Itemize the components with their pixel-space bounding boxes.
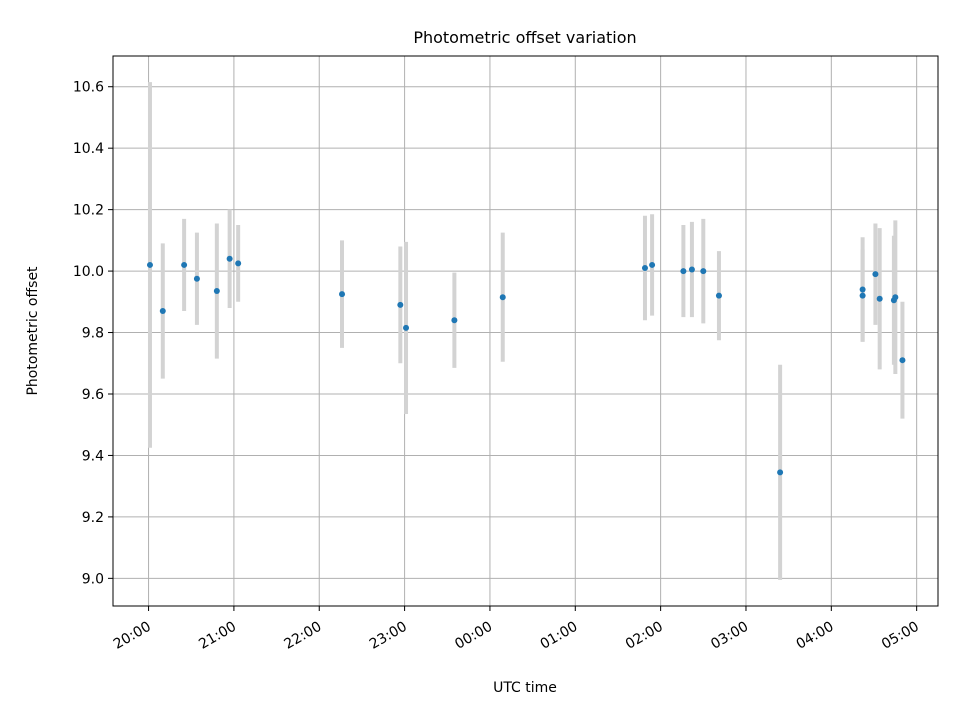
y-tick-label: 10.0 xyxy=(73,264,104,280)
data-points xyxy=(146,255,906,476)
data-point xyxy=(339,291,346,298)
x-axis-label: UTC time xyxy=(493,680,557,696)
data-point xyxy=(403,324,410,331)
data-point xyxy=(777,469,784,476)
data-point xyxy=(876,295,883,302)
data-point xyxy=(181,261,188,268)
y-tick-label: 9.6 xyxy=(82,387,104,403)
data-point xyxy=(715,292,722,299)
data-point xyxy=(680,268,687,275)
data-point xyxy=(499,294,506,301)
data-point xyxy=(700,268,707,275)
data-point xyxy=(688,266,695,273)
y-tick-label: 9.0 xyxy=(82,571,104,587)
y-tick-label: 9.4 xyxy=(82,448,104,464)
y-tick-label: 10.6 xyxy=(73,80,104,96)
data-point xyxy=(892,294,899,301)
y-tick-label: 9.2 xyxy=(82,510,104,526)
y-tick-label: 10.2 xyxy=(73,203,104,219)
data-point xyxy=(226,255,233,262)
data-point xyxy=(859,292,866,299)
data-point xyxy=(649,261,656,268)
data-point xyxy=(872,271,879,278)
data-point xyxy=(859,286,866,293)
data-point xyxy=(146,261,153,268)
y-tick-label: 9.8 xyxy=(82,326,104,342)
data-point xyxy=(193,275,200,282)
data-point xyxy=(235,260,242,267)
data-point xyxy=(159,308,166,315)
y-tick-label: 10.4 xyxy=(73,141,104,157)
data-point xyxy=(451,317,458,324)
chart-title: Photometric offset variation xyxy=(413,28,636,47)
plot-frame xyxy=(112,55,939,607)
data-point xyxy=(213,288,220,295)
y-axis-label: Photometric offset xyxy=(25,266,41,396)
data-point xyxy=(899,357,906,364)
grid xyxy=(113,56,938,606)
data-point xyxy=(397,301,404,308)
data-point xyxy=(641,265,648,272)
